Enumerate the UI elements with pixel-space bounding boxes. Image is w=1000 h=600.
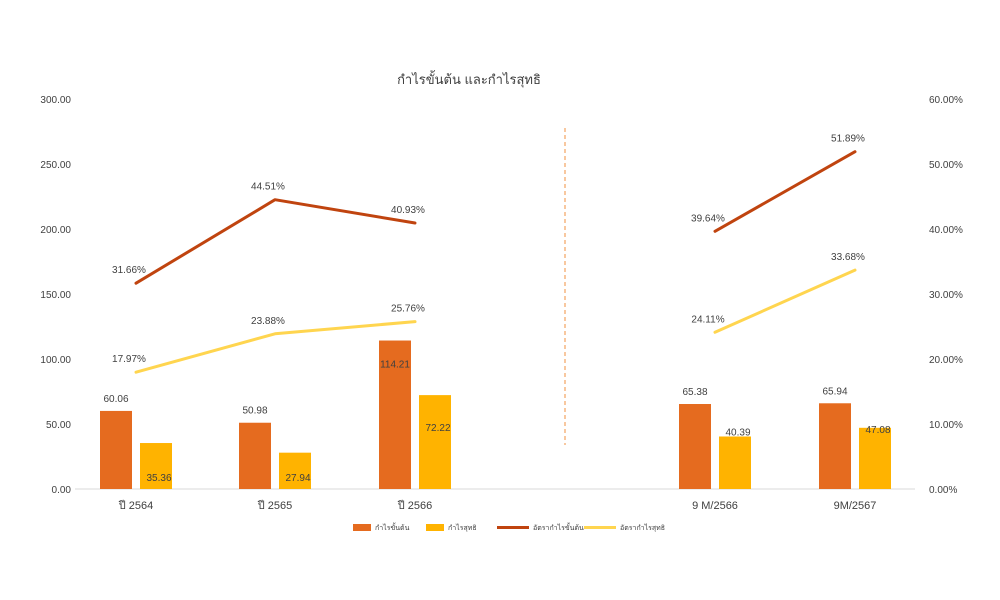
line-data-label: 25.76% xyxy=(391,304,425,315)
line-data-label: 33.68% xyxy=(831,252,865,263)
y2-axis-tick-label: 50.00% xyxy=(929,160,963,171)
legend-label: กำไรขั้นต้น xyxy=(375,521,410,532)
legend-label: กำไรสุทธิ xyxy=(448,523,477,532)
legend-label: อัตรากำไรสุทธิ xyxy=(620,523,665,532)
bar-data-label: 50.98 xyxy=(242,406,267,417)
bar-data-label: 40.39 xyxy=(725,427,750,438)
y2-axis-tick-label: 60.00% xyxy=(929,95,963,106)
bar xyxy=(719,436,751,489)
axes: 0.00 50.00 100.00 150.00 200.00 250.00 300.00 0… xyxy=(40,95,963,512)
x-axis-category-label: ปี 2564 xyxy=(118,499,154,512)
x-axis-category-label: 9M/2567 xyxy=(834,500,877,512)
bar xyxy=(140,443,172,489)
y-axis-tick-label: 100.00 xyxy=(40,355,71,366)
line-data-label: 24.11% xyxy=(691,314,724,325)
legend-swatch xyxy=(353,524,371,531)
bar-data-label: 47.08 xyxy=(865,425,890,436)
chart-title: กำไรขั้นต้น และกำไรสุทธิ xyxy=(397,70,541,88)
bar-data-label: 60.06 xyxy=(103,394,128,405)
line-data-label: 40.93% xyxy=(391,205,425,216)
legend: กำไรขั้นต้น กำไรสุทธิ อัตรากำไรขั้นต้น อัตร… xyxy=(353,521,665,532)
bar-data-label: 72.22 xyxy=(425,423,450,434)
bar xyxy=(279,452,311,489)
y-axis-tick-label: 0.00 xyxy=(52,485,72,496)
series-line xyxy=(713,150,857,233)
y2-axis-tick-label: 0.00% xyxy=(929,485,957,496)
y2-axis-tick-label: 20.00% xyxy=(929,355,963,366)
bar-data-label: 35.36 xyxy=(146,473,171,484)
x-axis-category-label: 9 M/2566 xyxy=(692,500,738,512)
legend-swatch xyxy=(426,524,444,531)
line-data-label: 17.97% xyxy=(112,354,146,365)
line-data-label: 44.51% xyxy=(251,182,285,193)
series-line xyxy=(713,268,857,334)
y-axis-tick-label: 150.00 xyxy=(40,290,71,301)
bar-data-label: 65.38 xyxy=(682,387,707,398)
bar xyxy=(679,404,711,489)
bar-data-label: 114.21 xyxy=(380,360,410,371)
bar-data-label: 65.94 xyxy=(822,386,847,397)
y2-axis-tick-label: 30.00% xyxy=(929,290,963,301)
series-line xyxy=(134,320,417,374)
y-axis-tick-label: 300.00 xyxy=(40,95,71,106)
bar xyxy=(419,395,451,489)
line-data-label: 39.64% xyxy=(691,213,725,224)
lines xyxy=(134,150,857,374)
y2-axis-tick-label: 40.00% xyxy=(929,225,963,236)
y-axis-tick-label: 200.00 xyxy=(40,225,71,236)
data-labels: 60.06 50.98 114.21 65.38 65.94 35.36 27.94 72.2… xyxy=(103,134,890,484)
line-data-label: 23.88% xyxy=(251,316,285,327)
bars xyxy=(100,340,891,489)
line-data-label: 51.89% xyxy=(831,134,865,145)
x-axis-category-label: ปี 2566 xyxy=(397,499,433,512)
series-line xyxy=(134,198,417,285)
y-axis-tick-label: 250.00 xyxy=(40,160,71,171)
bar xyxy=(239,422,271,489)
bar xyxy=(859,427,891,489)
bar xyxy=(100,410,132,489)
y2-axis-tick-label: 10.00% xyxy=(929,420,963,431)
bar-data-label: 27.94 xyxy=(285,473,310,484)
line-data-label: 31.66% xyxy=(112,265,146,276)
bar xyxy=(379,340,411,489)
y-axis-tick-label: 50.00 xyxy=(46,420,71,431)
x-axis-category-label: ปี 2565 xyxy=(257,499,293,512)
bar xyxy=(819,403,851,489)
legend-label: อัตรากำไรขั้นต้น xyxy=(533,521,584,532)
